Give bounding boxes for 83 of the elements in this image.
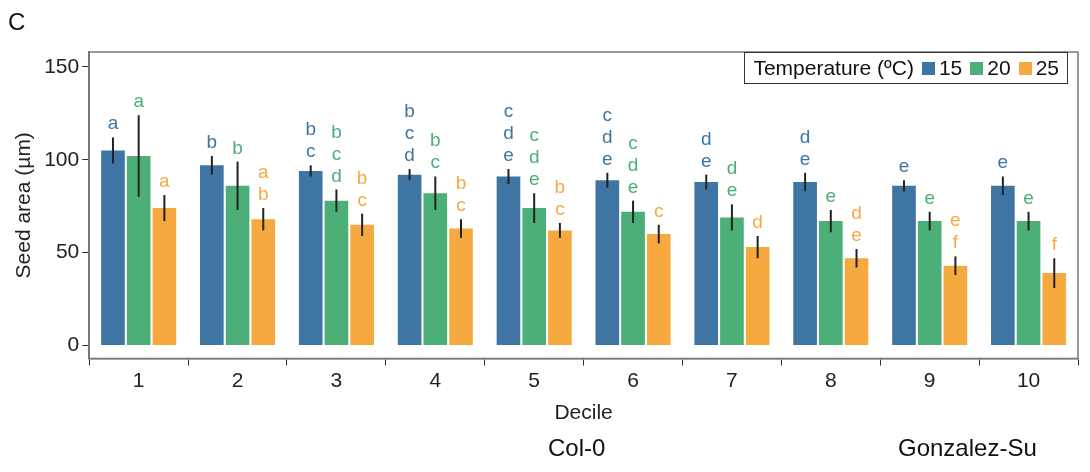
bar — [298, 170, 323, 346]
x-tick-label: 1 — [132, 368, 145, 391]
bar — [1042, 273, 1067, 346]
x-tick-label: 2 — [231, 368, 244, 391]
x-tick-label: 9 — [923, 368, 936, 391]
data-label: e — [997, 151, 1009, 173]
bar — [225, 185, 250, 346]
data-label: d e — [851, 201, 862, 245]
data-label: b c — [430, 129, 441, 173]
data-label: f — [1051, 233, 1058, 255]
data-label: e — [924, 186, 935, 208]
data-label: a — [133, 90, 145, 112]
y-tick-label: 100 — [44, 146, 80, 170]
data-label: e — [825, 184, 837, 206]
data-label: a — [107, 112, 119, 134]
x-tick-label: 4 — [429, 368, 442, 391]
bar — [917, 221, 942, 346]
data-label: c d e — [528, 124, 540, 190]
x-tick-label: 8 — [824, 368, 837, 391]
data-label: b — [232, 136, 243, 158]
bar — [522, 208, 547, 346]
data-label: d — [752, 210, 763, 232]
data-label: b c — [305, 118, 317, 162]
data-label: c d e — [602, 103, 613, 169]
y-tick-label: 50 — [55, 239, 80, 263]
bar — [548, 230, 572, 346]
data-label: c — [654, 199, 664, 221]
bar — [943, 265, 968, 346]
bar — [818, 221, 843, 346]
bar — [646, 234, 671, 346]
text: Col-0 — [548, 434, 606, 462]
x-tick-label: 7 — [726, 368, 738, 391]
y-tick-label: 150 — [44, 53, 80, 77]
data-label: b c d — [331, 120, 342, 186]
bar — [1016, 221, 1041, 346]
x-axis-title: Decile — [554, 400, 613, 424]
bar — [423, 193, 448, 346]
data-label: c d e — [627, 131, 639, 197]
bar — [745, 247, 770, 346]
bar — [200, 165, 224, 346]
data-label: b c d — [404, 100, 415, 166]
bar — [991, 185, 1015, 346]
data-label: c d e — [503, 100, 514, 166]
legend-label: 20 — [987, 56, 1011, 80]
bar — [152, 208, 177, 346]
bar — [694, 182, 719, 346]
bar — [101, 150, 125, 346]
data-label: a b — [257, 161, 269, 205]
bar — [324, 200, 349, 346]
x-tick-label: 10 — [1016, 368, 1041, 391]
bar — [350, 224, 374, 346]
data-label: e f — [950, 209, 961, 253]
data-label: b c — [455, 172, 467, 216]
bar — [126, 156, 151, 346]
bar — [251, 219, 276, 346]
legend-label: 25 — [1035, 56, 1059, 80]
data-label: d e — [700, 127, 712, 171]
text: Gonzalez-Su — [898, 434, 1037, 462]
legend-title: Temperature (ºC) — [753, 56, 914, 80]
data-label: d e — [726, 157, 738, 201]
bar — [595, 180, 620, 346]
x-tick-label: 5 — [528, 368, 541, 391]
bar — [844, 258, 869, 346]
x-tick-label: 3 — [330, 368, 343, 391]
data-label: a — [159, 170, 171, 192]
x-tick-label: 6 — [627, 368, 639, 391]
bar — [793, 182, 817, 346]
data-label: b c — [554, 175, 566, 219]
legend-label: 15 — [938, 56, 963, 80]
data-label: d e — [799, 125, 811, 169]
chart-title: C — [8, 8, 26, 36]
bar — [621, 211, 645, 346]
bar — [496, 176, 521, 346]
bar — [892, 185, 916, 346]
y-tick-label: 0 — [67, 332, 80, 356]
bar — [397, 174, 422, 346]
y-axis-title: Seed area (µm) — [11, 132, 35, 279]
bar — [720, 217, 744, 346]
data-label: b c — [356, 166, 368, 210]
bar — [449, 228, 473, 346]
data-label: b — [206, 131, 218, 153]
data-label: e — [1023, 186, 1034, 208]
data-label: e — [898, 155, 910, 177]
